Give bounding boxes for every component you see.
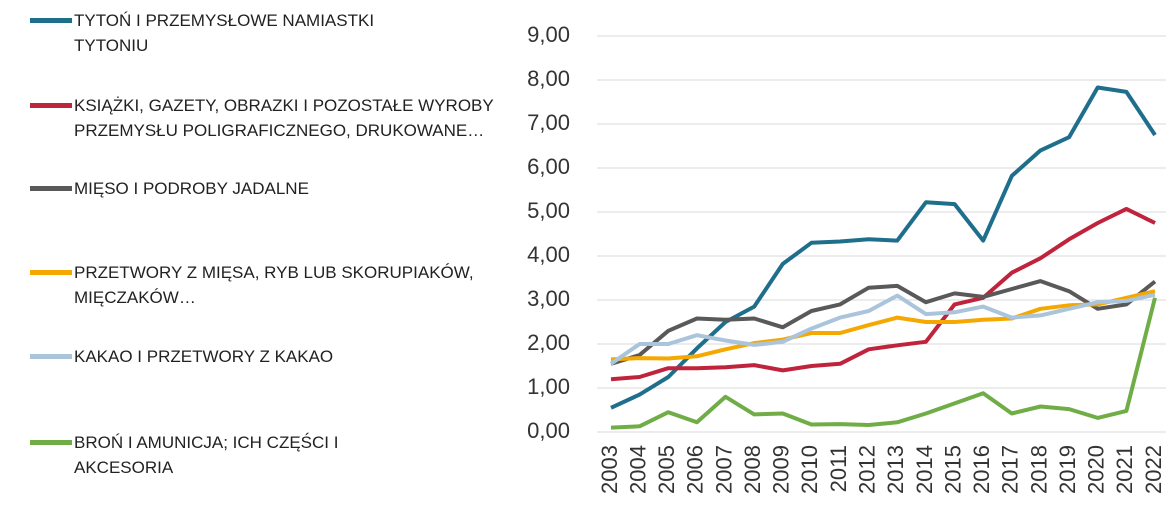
legend-swatch [30,440,72,445]
legend-label: MIĘSO I PODROBY JADALNE [74,179,309,198]
legend-entry: KAKAO I PRZETWORY Z KAKAO [30,344,514,369]
legend-swatch [30,354,72,359]
x-tick-label: 2007 [711,445,736,494]
legend-swatch [30,270,72,275]
series-line [610,297,1157,430]
y-tick-label: 7,00 [527,110,570,135]
y-tick-label: 5,00 [527,198,570,223]
y-tick-label: 2,00 [527,330,570,355]
legend-entry: MIĘSO I PODROBY JADALNE [30,176,514,201]
series-line [610,206,1156,382]
series-line [610,279,1157,366]
x-tick-label: 2015 [940,445,965,494]
x-tick-label: 2011 [826,445,851,492]
x-tick-label: 2006 [683,445,708,494]
x-tick-label: 2014 [912,445,937,494]
x-tick-label: 2005 [654,445,679,494]
legend-label: KSIĄŻKI, GAZETY, OBRAZKI I POZOSTAŁE WYR… [74,96,494,140]
x-tick-label: 2020 [1084,445,1109,494]
legend-label: KAKAO I PRZETWORY Z KAKAO [74,347,334,366]
y-tick-label: 1,00 [527,374,570,399]
y-tick-label: 6,00 [527,154,570,179]
x-tick-label: 2003 [597,445,622,494]
legend-swatch [30,18,72,23]
legend-swatch [30,103,72,108]
x-tick-label: 2022 [1141,445,1166,494]
x-tick-label: 2013 [883,445,908,494]
x-tick-label: 2018 [1026,445,1051,494]
y-tick-label: 9,00 [527,22,570,47]
legend-entry: BROŃ I AMUNICJA; ICH CZĘŚCI I AKCESORIA [30,430,424,480]
x-tick-label: 2017 [998,445,1023,494]
legend-label: PRZETWORY Z MIĘSA, RYB LUB SKORUPIAKÓW, … [74,263,474,307]
x-tick-label: 2019 [1055,445,1080,494]
legend-entry: PRZETWORY Z MIĘSA, RYB LUB SKORUPIAKÓW, … [30,260,474,310]
legend-entry: TYTOŃ I PRZEMYSŁOWE NAMIASTKI TYTONIU [30,8,424,58]
x-tick-label: 2010 [797,445,822,494]
series-line [610,289,1156,362]
x-tick-label: 2004 [625,445,650,494]
legend-entry: KSIĄŻKI, GAZETY, OBRAZKI I POZOSTAŁE WYR… [30,93,514,143]
legend-label: TYTOŃ I PRZEMYSŁOWE NAMIASTKI TYTONIU [74,11,375,55]
x-tick-label: 2021 [1112,445,1137,494]
series-line [609,292,1156,366]
x-tick-label: 2009 [769,445,794,494]
x-tick-label: 2016 [969,445,994,494]
y-tick-label: 3,00 [527,286,570,311]
x-tick-label: 2012 [854,445,879,494]
y-tick-label: 8,00 [527,66,570,91]
x-tick-label: 2008 [740,445,765,494]
y-tick-label: 0,00 [527,418,570,443]
legend-label: BROŃ I AMUNICJA; ICH CZĘŚCI I AKCESORIA [74,433,339,477]
series-line [610,85,1157,410]
legend-swatch [30,186,72,191]
y-tick-label: 4,00 [527,242,570,267]
